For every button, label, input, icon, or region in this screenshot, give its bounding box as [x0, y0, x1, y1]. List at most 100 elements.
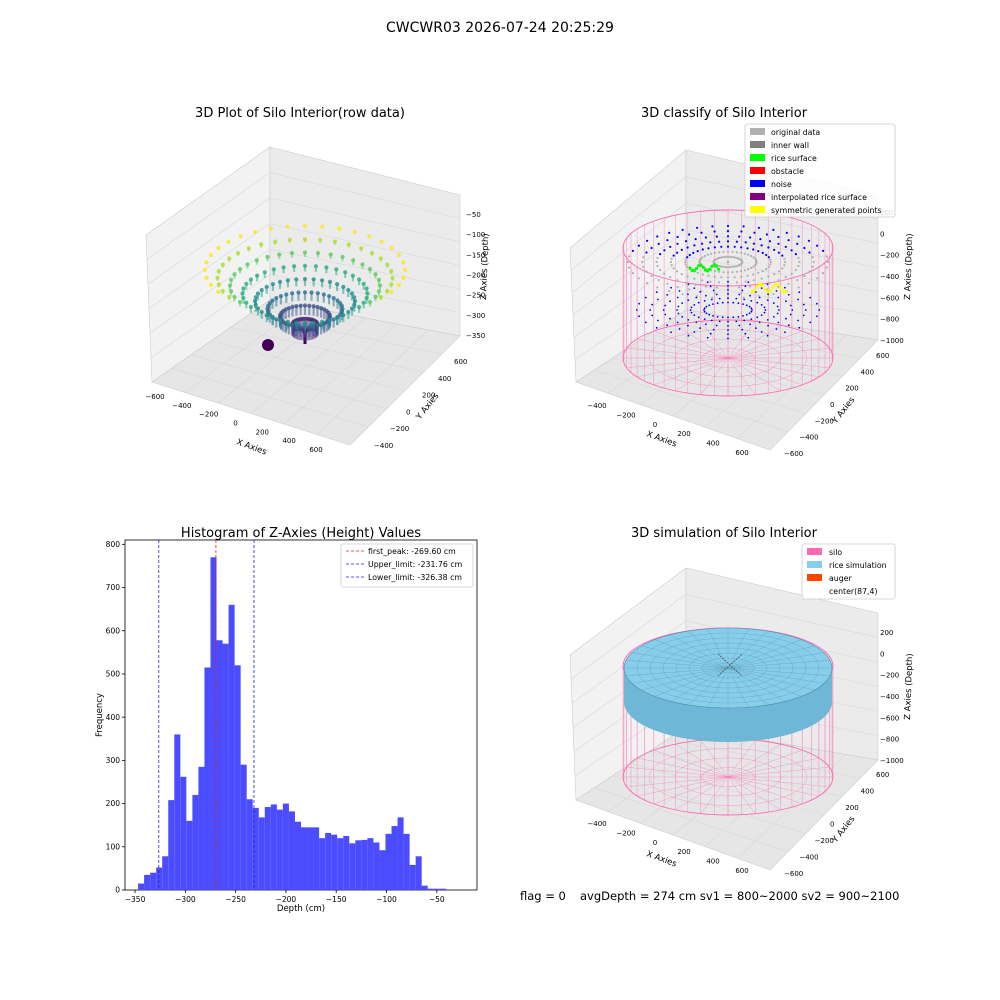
data-point: [693, 277, 696, 280]
grid-line: [230, 327, 424, 373]
data-point: [750, 307, 753, 310]
data-point: [739, 270, 743, 273]
data-point: [655, 326, 658, 329]
grid-line: [574, 283, 687, 360]
data-point: [707, 247, 710, 250]
data-point: [790, 272, 793, 275]
data-point: [764, 309, 767, 311]
data-point: [812, 260, 815, 264]
data-point: [752, 256, 755, 259]
data-point: [766, 290, 770, 294]
data-point: [746, 274, 749, 277]
grid-line: [148, 223, 271, 309]
data-point: [704, 236, 708, 239]
data-point: [687, 299, 690, 301]
tick-label: 400: [438, 375, 451, 383]
legend-entries: silo rice simulation auger center(87,4): [807, 548, 887, 596]
data-point: [697, 301, 700, 304]
panel-classify: 3D classify of Silo Interior −400 −200 0 20…: [569, 106, 915, 458]
data-point: [750, 300, 753, 302]
data-point: [676, 296, 679, 299]
data-point: [708, 267, 712, 271]
data-point: [703, 307, 706, 310]
z-axis-label: Z Axies (Depth): [479, 233, 491, 300]
data-point: [722, 265, 725, 268]
y-tick-label: 700: [106, 583, 121, 592]
legend-label: silo: [829, 548, 842, 557]
data-point: [715, 286, 718, 289]
data-point: [713, 270, 717, 273]
data-point: [777, 296, 780, 299]
tick-label: −200: [880, 672, 899, 680]
grid-line: [573, 256, 687, 338]
data-point: [662, 309, 665, 311]
histogram-bar: [307, 827, 314, 890]
data-point: [645, 270, 648, 273]
tick-label: −200: [616, 829, 635, 837]
histogram-bar: [403, 833, 410, 890]
data-point: [772, 228, 775, 231]
data-point: [733, 256, 736, 259]
data-point: [750, 266, 753, 270]
data-point: [696, 271, 699, 274]
data-point: [686, 275, 689, 278]
grid-line: [269, 274, 461, 313]
data-point: [726, 240, 730, 243]
data-point: [798, 260, 801, 264]
x-tick-label: −100: [376, 895, 397, 904]
data-point: [680, 248, 683, 251]
data-point: [781, 289, 785, 293]
data-point: [699, 257, 702, 260]
z-tick-labels: −50 −100 −150 −200 −250 −300 −350: [466, 211, 485, 340]
data-point: [678, 328, 681, 330]
data-point: [716, 315, 719, 318]
data-point: [668, 231, 671, 234]
data-point: [747, 336, 750, 339]
data-point: [802, 303, 805, 306]
data-point: [707, 274, 710, 277]
data-point: [715, 235, 718, 238]
data-point: [726, 230, 730, 233]
data-point: [807, 239, 811, 242]
data-point: [703, 310, 706, 313]
data-point: [740, 246, 743, 249]
data-point: [710, 252, 713, 255]
histogram-bar: [379, 850, 386, 890]
data-point: [777, 270, 781, 273]
data-point: [757, 226, 761, 229]
legend: first_peak: -269.60 cm Upper_limit: -231.…: [340, 543, 474, 588]
tick-label: −400: [587, 820, 606, 828]
data-point: [781, 254, 784, 257]
data-point: [726, 250, 730, 253]
data-point: [741, 289, 744, 292]
data-point: [656, 256, 659, 260]
data-point: [726, 235, 730, 238]
histogram-bars: [138, 557, 446, 890]
tick-label: −200: [815, 417, 834, 425]
data-point: [758, 296, 761, 299]
data-point: [681, 293, 684, 296]
silo-floor-ring: [675, 757, 781, 797]
data-point: [733, 276, 736, 279]
rice-mesh-spoke: [631, 652, 729, 669]
data-point: [722, 250, 725, 253]
data-point: [676, 321, 679, 324]
data-point: [637, 277, 641, 280]
data-point: [663, 272, 666, 275]
data-point: [797, 319, 799, 322]
data-point: [763, 287, 767, 291]
data-point: [737, 302, 740, 305]
rice-mesh-spoke: [707, 628, 729, 669]
data-point: [695, 296, 698, 299]
data-point: [689, 309, 692, 311]
data-point: [765, 267, 768, 271]
data-point: [657, 298, 659, 301]
data-point: [698, 259, 701, 262]
z-axis-label: Z Axies (Depth): [903, 653, 915, 720]
legend-label: inner wall: [771, 141, 809, 150]
data-point: [783, 264, 786, 267]
data-point: [808, 270, 811, 273]
data-point: [726, 255, 730, 258]
data-point: [676, 285, 679, 289]
